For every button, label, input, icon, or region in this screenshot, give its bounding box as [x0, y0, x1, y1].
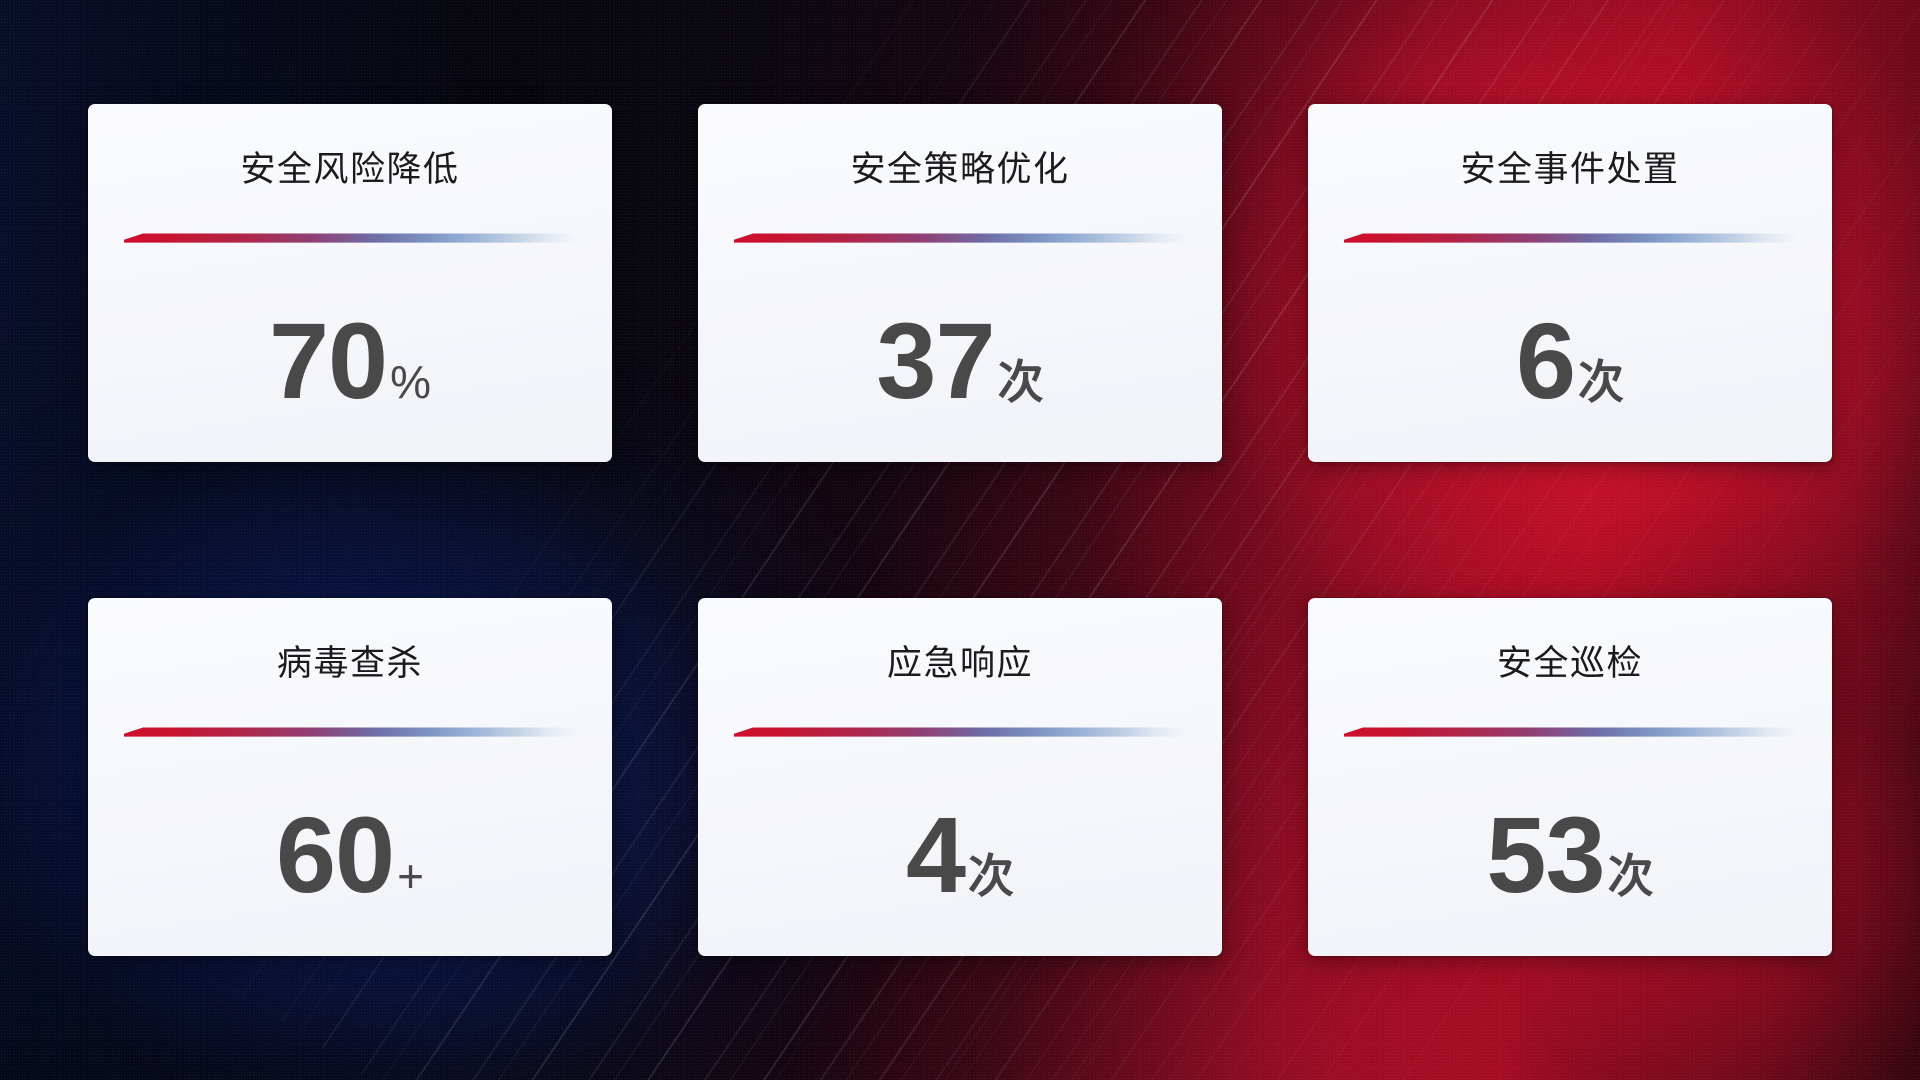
- metric-unit: 次: [968, 849, 1015, 902]
- metric-value-row: 37 次: [876, 299, 1044, 421]
- metric-value-row: 70 %: [268, 299, 432, 421]
- metric-card-grid: 安全风险降低 70 % 安全策略优化 37 次 安全事件处置: [88, 104, 1832, 972]
- gradient-rule-icon: [1344, 727, 1796, 737]
- metric-value-row: 6 次: [1515, 299, 1625, 421]
- metric-value: 6: [1515, 299, 1576, 421]
- metric-unit: 次: [997, 355, 1044, 408]
- metric-unit: 次: [1607, 849, 1654, 902]
- metric-value-row: 60 +: [275, 793, 424, 915]
- metric-title: 应急响应: [886, 644, 1033, 683]
- metric-divider: [1344, 726, 1796, 738]
- metric-card-security-risk-reduction[interactable]: 安全风险降低 70 %: [88, 104, 612, 462]
- metric-divider: [734, 726, 1186, 738]
- metric-value: 37: [876, 299, 995, 421]
- metric-title: 安全事件处置: [1460, 150, 1680, 189]
- metric-title: 安全风险降低: [240, 150, 460, 189]
- metric-title: 病毒查杀: [276, 644, 423, 683]
- metric-title: 安全巡检: [1496, 644, 1643, 683]
- metric-divider: [1344, 232, 1796, 244]
- metric-card-security-policy-optimization[interactable]: 安全策略优化 37 次: [698, 104, 1222, 462]
- metric-value: 60: [275, 793, 395, 915]
- metric-value-row: 53 次: [1486, 793, 1654, 915]
- gradient-rule-icon: [734, 727, 1186, 737]
- metric-card-security-incident-handling[interactable]: 安全事件处置 6 次: [1308, 104, 1832, 462]
- metric-card-security-inspection[interactable]: 安全巡检 53 次: [1308, 598, 1832, 956]
- gradient-rule-icon: [1344, 233, 1796, 243]
- metric-divider: [124, 232, 576, 244]
- metric-value-row: 4 次: [905, 793, 1015, 915]
- metric-divider: [124, 726, 576, 738]
- metric-unit: %: [390, 355, 432, 408]
- metric-unit: 次: [1578, 355, 1625, 408]
- metric-card-virus-scanning[interactable]: 病毒查杀 60 +: [88, 598, 612, 956]
- metric-value: 4: [905, 793, 966, 915]
- metric-value: 70: [268, 299, 388, 421]
- gradient-rule-icon: [124, 727, 576, 737]
- gradient-rule-icon: [124, 233, 576, 243]
- metric-value: 53: [1486, 793, 1605, 915]
- metric-card-emergency-response[interactable]: 应急响应 4 次: [698, 598, 1222, 956]
- metric-title: 安全策略优化: [850, 150, 1070, 189]
- metric-divider: [734, 232, 1186, 244]
- gradient-rule-icon: [734, 233, 1186, 243]
- metric-unit: +: [397, 849, 424, 902]
